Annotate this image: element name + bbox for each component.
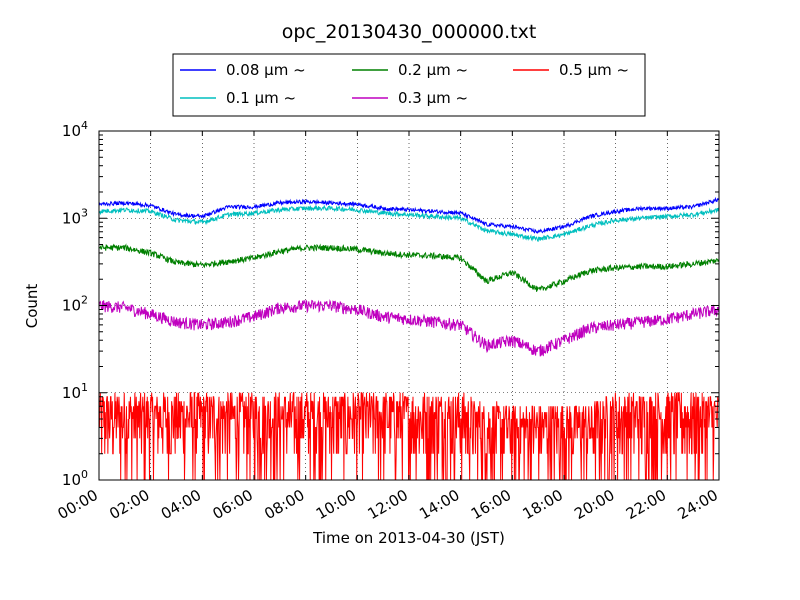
series-line-0-5um — [98, 392, 719, 481]
chart-title: opc_20130430_000000.txt — [282, 21, 537, 43]
legend-entry: 0.08 μm ~ — [226, 61, 306, 79]
y-tick-exp: 4 — [81, 119, 88, 132]
y-tick-base: 10 — [62, 209, 81, 227]
x-tick-label: 24:00 — [675, 486, 721, 523]
x-tick-label: 00:00 — [55, 486, 101, 523]
y-tick-label: 100 — [62, 468, 88, 489]
series-line-0 — [98, 196, 720, 234]
legend-entry: 0.3 μm ~ — [398, 89, 468, 107]
legend-box — [172, 53, 646, 117]
y-tick-base: 10 — [62, 122, 81, 140]
y-tick-base: 10 — [62, 297, 81, 315]
y-tick-exp: 1 — [81, 381, 88, 394]
plot-series — [98, 196, 720, 481]
x-tick-label: 12:00 — [365, 486, 411, 523]
x-tick-label: 16:00 — [468, 486, 514, 523]
x-tick-label: 04:00 — [158, 486, 204, 523]
x-tick-label: 02:00 — [106, 486, 152, 523]
x-tick-label: 22:00 — [623, 486, 669, 523]
x-tick-label: 20:00 — [571, 486, 617, 523]
legend: 0.08 μm ~ 0.1 μm ~ 0.2 μm ~ 0.3 μm ~ 0.5 μm … — [180, 61, 629, 107]
legend-entry: 0.2 μm ~ — [398, 61, 468, 79]
legend-entry: 0.5 μm ~ — [559, 61, 629, 79]
legend-entry: 0.1 μm ~ — [226, 89, 296, 107]
series-line-3 — [98, 298, 720, 357]
y-axis-label: Count — [23, 284, 41, 329]
series-line-1 — [98, 204, 720, 242]
x-tick-label: 18:00 — [520, 486, 566, 523]
y-tick-label: 104 — [62, 119, 88, 140]
x-tick-label: 10:00 — [313, 486, 359, 523]
y-tick-label: 102 — [62, 294, 88, 315]
y-tick-exp: 0 — [81, 468, 88, 481]
x-tick-label: 08:00 — [261, 486, 307, 523]
series-line-2 — [98, 243, 720, 292]
y-tick-exp: 3 — [81, 206, 88, 219]
x-tick-label: 06:00 — [210, 486, 256, 523]
y-tick-base: 10 — [62, 471, 81, 489]
y-tick-base: 10 — [62, 384, 81, 402]
y-tick-label: 101 — [62, 381, 88, 402]
y-tick-exp: 2 — [81, 294, 88, 307]
y-tick-label: 103 — [62, 206, 88, 227]
x-axis-label: Time on 2013-04-30 (JST) — [312, 529, 505, 547]
x-tick-label: 14:00 — [416, 486, 462, 523]
